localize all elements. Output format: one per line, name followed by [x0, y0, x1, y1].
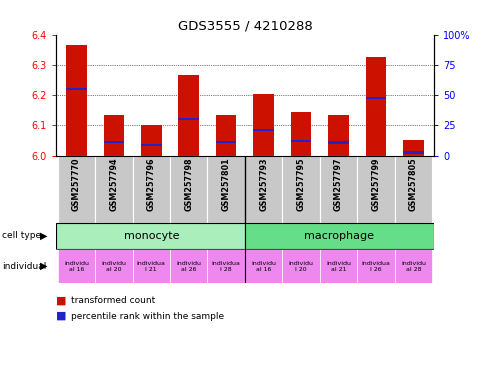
Bar [290, 112, 311, 156]
Bar [244, 249, 282, 283]
Text: individu
al 20: individu al 20 [101, 261, 126, 271]
Bar [319, 249, 357, 283]
Bar [394, 249, 431, 283]
Bar [328, 115, 348, 156]
Bar [66, 45, 87, 156]
Bar [66, 88, 87, 90]
Bar [365, 57, 386, 156]
Bar [178, 75, 198, 156]
Text: individu
al 26: individu al 26 [176, 261, 201, 271]
Bar [282, 156, 319, 223]
Bar [103, 115, 124, 156]
Bar [394, 156, 431, 223]
Bar [170, 156, 207, 223]
Text: ■: ■ [56, 296, 66, 306]
Text: GSM257798: GSM257798 [184, 157, 193, 211]
Text: individual: individual [2, 262, 46, 271]
Bar [290, 140, 311, 142]
Bar [253, 94, 273, 156]
Bar [58, 156, 95, 223]
Bar [95, 249, 132, 283]
Bar [170, 249, 207, 283]
Text: GSM257794: GSM257794 [109, 157, 118, 211]
Text: individu
al 16: individu al 16 [64, 261, 89, 271]
Bar [215, 141, 236, 143]
Bar [253, 129, 273, 131]
Bar [132, 249, 170, 283]
Bar [402, 151, 423, 154]
Text: GSM257797: GSM257797 [333, 157, 342, 211]
Text: cell type: cell type [2, 231, 42, 240]
Text: transformed count: transformed count [71, 296, 155, 305]
Text: GSM257801: GSM257801 [221, 157, 230, 211]
Text: macrophage: macrophage [303, 231, 373, 241]
Text: monocyte: monocyte [123, 231, 179, 241]
Bar [215, 115, 236, 156]
Text: GSM257795: GSM257795 [296, 157, 305, 211]
Text: individua
l 21: individua l 21 [136, 261, 166, 271]
Text: ■: ■ [56, 311, 66, 321]
Bar [141, 144, 161, 146]
Bar [58, 249, 95, 283]
Text: GSM257796: GSM257796 [147, 157, 155, 211]
Bar [103, 141, 124, 143]
Bar [357, 249, 394, 283]
Bar [141, 125, 161, 156]
Bar [207, 249, 244, 283]
Bar [244, 223, 433, 249]
Bar [319, 156, 357, 223]
Bar [95, 156, 132, 223]
Bar [402, 140, 423, 156]
Text: GSM257793: GSM257793 [258, 157, 268, 211]
Bar [365, 97, 386, 99]
Bar [132, 156, 170, 223]
Text: individu
al 28: individu al 28 [400, 261, 425, 271]
Text: individua
l 26: individua l 26 [361, 261, 390, 271]
Text: percentile rank within the sample: percentile rank within the sample [71, 311, 224, 321]
Text: ▶: ▶ [40, 261, 47, 271]
Text: individu
l 20: individu l 20 [288, 261, 313, 271]
Bar [207, 156, 244, 223]
Text: GSM257805: GSM257805 [408, 157, 417, 211]
Text: individu
al 21: individu al 21 [325, 261, 350, 271]
Text: individua
l 28: individua l 28 [212, 261, 240, 271]
Text: GSM257770: GSM257770 [72, 157, 81, 211]
Bar [244, 156, 282, 223]
Text: GSM257799: GSM257799 [371, 157, 380, 211]
Text: ▶: ▶ [40, 231, 47, 241]
Bar [56, 223, 244, 249]
Bar [357, 156, 394, 223]
Text: GDS3555 / 4210288: GDS3555 / 4210288 [177, 20, 312, 33]
Bar [282, 249, 319, 283]
Text: individu
al 16: individu al 16 [251, 261, 275, 271]
Bar [328, 141, 348, 144]
Bar [178, 118, 198, 121]
